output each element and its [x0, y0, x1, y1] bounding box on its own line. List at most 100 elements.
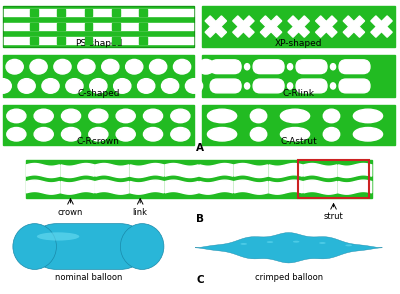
Ellipse shape — [323, 22, 329, 31]
Text: C: C — [196, 275, 204, 285]
Ellipse shape — [208, 128, 237, 141]
Bar — [85, 9, 92, 16]
Bar — [3, 23, 194, 30]
Bar — [85, 23, 92, 30]
Polygon shape — [304, 180, 337, 194]
Ellipse shape — [66, 78, 83, 93]
Ellipse shape — [62, 128, 80, 141]
FancyBboxPatch shape — [296, 60, 327, 74]
Polygon shape — [288, 16, 309, 37]
Ellipse shape — [89, 109, 108, 123]
Bar — [3, 105, 194, 145]
Ellipse shape — [244, 83, 250, 89]
Bar — [57, 9, 65, 16]
Ellipse shape — [323, 109, 340, 123]
Polygon shape — [269, 180, 302, 194]
Text: PS-shaped: PS-shaped — [75, 39, 122, 49]
Text: strut: strut — [324, 212, 344, 221]
Ellipse shape — [150, 59, 167, 74]
Polygon shape — [165, 163, 198, 178]
Polygon shape — [316, 16, 337, 37]
Bar — [3, 56, 194, 97]
Ellipse shape — [138, 78, 155, 93]
Bar — [202, 6, 395, 47]
Bar — [3, 6, 194, 47]
Bar — [112, 37, 120, 44]
Text: crown: crown — [58, 208, 83, 217]
Bar — [202, 56, 395, 97]
Text: crimped balloon: crimped balloon — [255, 273, 323, 283]
Polygon shape — [233, 16, 254, 37]
Ellipse shape — [126, 59, 143, 74]
Text: nominal balloon: nominal balloon — [55, 273, 122, 283]
FancyBboxPatch shape — [210, 79, 241, 93]
Polygon shape — [200, 180, 233, 194]
Bar — [57, 37, 65, 44]
Polygon shape — [288, 16, 309, 37]
Ellipse shape — [378, 22, 384, 31]
FancyBboxPatch shape — [253, 79, 284, 93]
Ellipse shape — [144, 128, 162, 141]
Ellipse shape — [296, 22, 302, 31]
Bar — [298, 160, 370, 198]
Ellipse shape — [78, 59, 95, 74]
Polygon shape — [316, 16, 337, 37]
Ellipse shape — [244, 64, 250, 70]
Ellipse shape — [34, 128, 53, 141]
Polygon shape — [61, 180, 94, 194]
Ellipse shape — [37, 232, 79, 240]
Ellipse shape — [330, 83, 336, 89]
Ellipse shape — [102, 59, 119, 74]
Ellipse shape — [116, 109, 135, 123]
Ellipse shape — [293, 241, 300, 243]
Bar — [30, 23, 38, 30]
Polygon shape — [371, 16, 392, 37]
Text: C-Rcrown: C-Rcrown — [77, 137, 120, 146]
Ellipse shape — [162, 78, 179, 93]
Polygon shape — [195, 233, 382, 263]
Polygon shape — [26, 180, 60, 194]
Polygon shape — [234, 180, 268, 194]
Bar — [30, 9, 38, 16]
FancyBboxPatch shape — [296, 79, 327, 93]
Ellipse shape — [353, 109, 382, 123]
Bar — [85, 37, 92, 44]
Polygon shape — [338, 163, 372, 178]
Bar — [139, 23, 147, 30]
Ellipse shape — [186, 78, 203, 93]
Ellipse shape — [353, 128, 382, 141]
Polygon shape — [61, 163, 94, 178]
Polygon shape — [304, 163, 337, 178]
Ellipse shape — [114, 78, 131, 93]
FancyBboxPatch shape — [210, 60, 241, 74]
Bar — [30, 37, 38, 44]
Bar — [3, 37, 194, 44]
Polygon shape — [165, 180, 198, 194]
Polygon shape — [205, 16, 226, 37]
Polygon shape — [234, 163, 268, 178]
Polygon shape — [200, 163, 233, 178]
Ellipse shape — [280, 128, 310, 141]
Ellipse shape — [267, 241, 273, 243]
Text: A: A — [196, 143, 204, 153]
Text: C-Astrut: C-Astrut — [280, 137, 317, 146]
Polygon shape — [26, 163, 60, 178]
Text: C-Rlink: C-Rlink — [283, 89, 315, 98]
Ellipse shape — [144, 109, 162, 123]
Ellipse shape — [240, 243, 247, 245]
Bar — [3, 9, 194, 16]
Ellipse shape — [240, 22, 246, 31]
Text: B: B — [196, 214, 204, 224]
Ellipse shape — [174, 59, 191, 74]
Polygon shape — [338, 180, 372, 194]
Ellipse shape — [250, 128, 267, 141]
Polygon shape — [371, 16, 392, 37]
Text: C-shaped: C-shaped — [77, 89, 120, 98]
Ellipse shape — [268, 22, 274, 31]
Ellipse shape — [18, 78, 35, 93]
Polygon shape — [260, 16, 282, 37]
FancyBboxPatch shape — [253, 60, 284, 74]
Polygon shape — [96, 180, 129, 194]
Ellipse shape — [323, 128, 340, 141]
Polygon shape — [233, 16, 254, 37]
